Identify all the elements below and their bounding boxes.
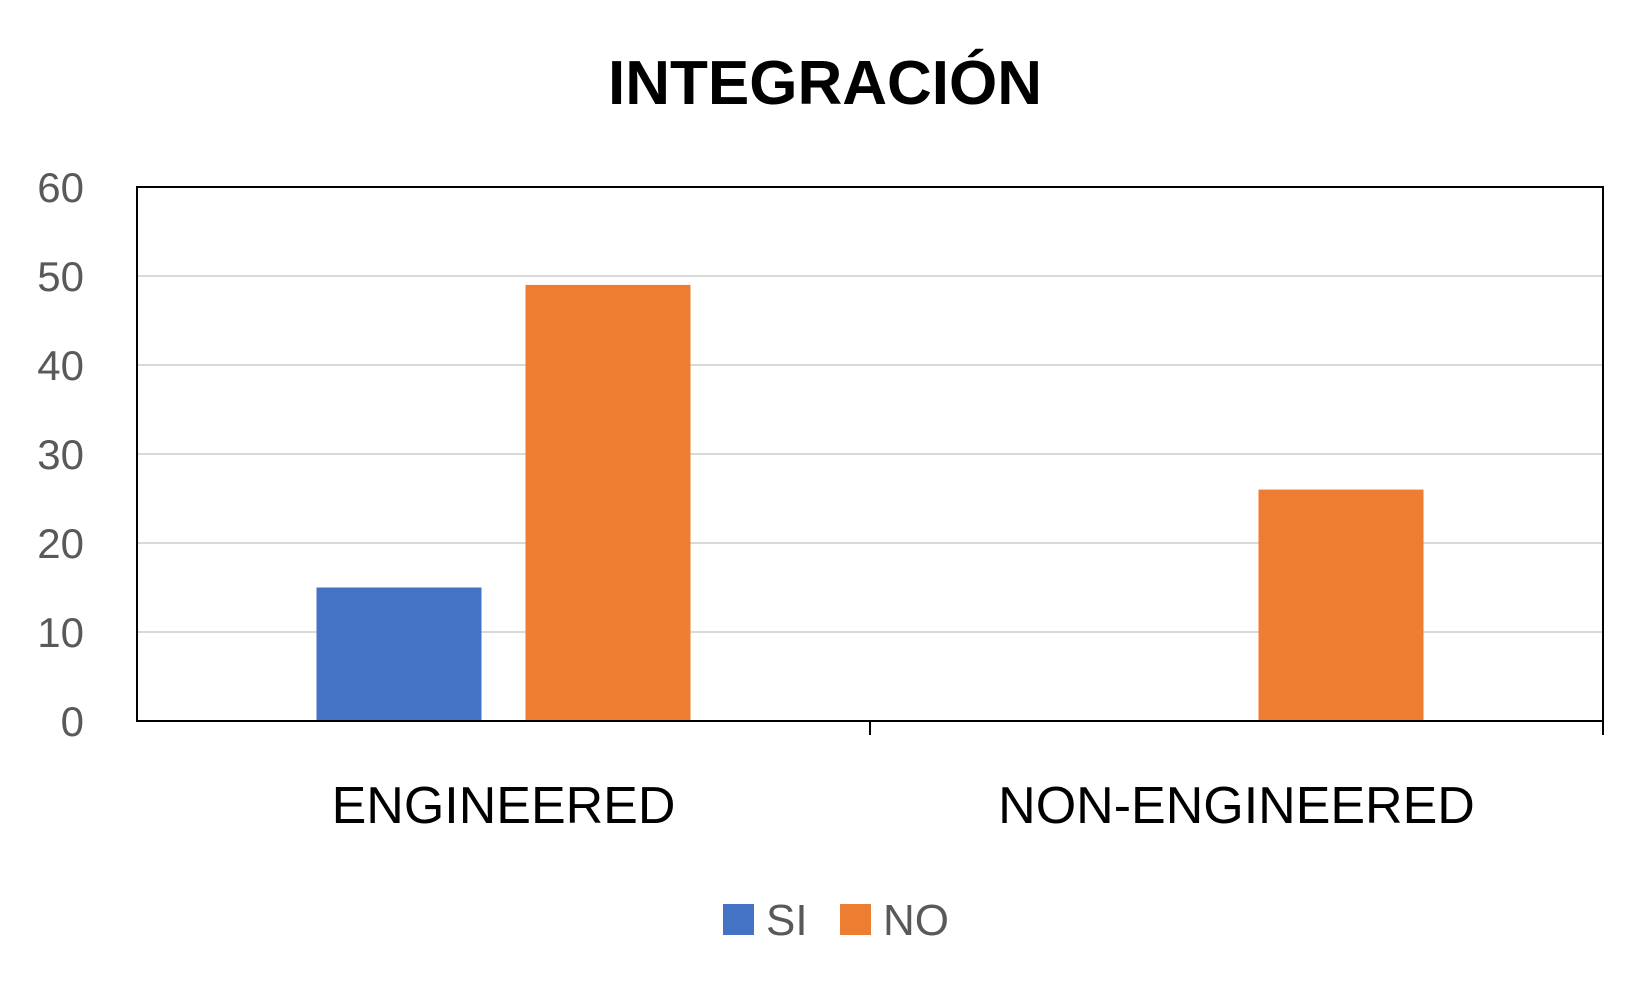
y-tick-label: 10 xyxy=(37,609,84,656)
x-tick-label: NON-ENGINEERED xyxy=(998,777,1475,835)
legend-label-no: NO xyxy=(883,896,949,945)
axes xyxy=(136,186,1604,735)
y-tick-label: 50 xyxy=(37,253,84,300)
y-tick-label: 20 xyxy=(37,520,84,567)
legend-swatch-no xyxy=(840,904,871,935)
legend-swatch-si xyxy=(723,904,754,935)
bar-si-engineered xyxy=(316,587,482,721)
x-axis-ticks: ENGINEERED NON-ENGINEERED xyxy=(332,777,1475,835)
x-tick-label: ENGINEERED xyxy=(332,777,676,835)
y-tick-label: 60 xyxy=(37,164,84,211)
y-tick-label: 40 xyxy=(37,342,84,389)
y-tick-label: 30 xyxy=(37,431,84,478)
y-tick-label: 0 xyxy=(61,698,84,745)
chart-title: INTEGRACIÓN xyxy=(608,49,1042,118)
legend: SI NO xyxy=(723,896,949,945)
bar-no-engineered xyxy=(525,284,691,721)
legend-label-si: SI xyxy=(766,896,808,945)
y-axis-ticks: 0 10 20 30 40 50 60 xyxy=(37,164,84,745)
bars xyxy=(316,284,1424,721)
bar-no-non-engineered xyxy=(1258,489,1424,721)
